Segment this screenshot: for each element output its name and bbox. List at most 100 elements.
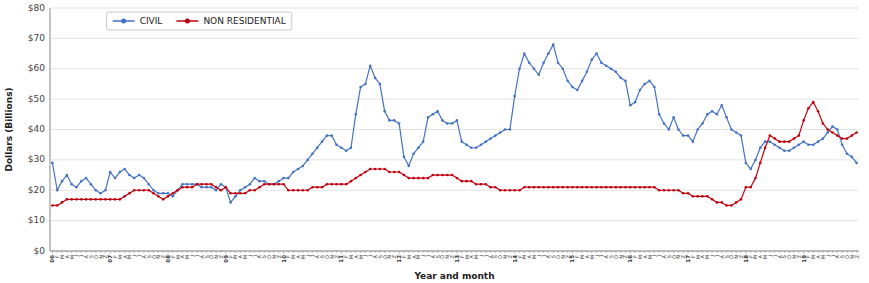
point [667, 189, 670, 192]
x-tick [264, 251, 265, 253]
x-tick [774, 251, 775, 253]
x-tick [375, 251, 376, 253]
x-tick [389, 251, 390, 253]
point [253, 189, 256, 192]
point [196, 183, 199, 186]
point [383, 110, 386, 113]
point [75, 186, 78, 189]
point [114, 177, 117, 180]
point [273, 183, 276, 186]
point [590, 58, 593, 61]
point [90, 183, 93, 186]
point [119, 171, 122, 174]
point [489, 137, 492, 140]
point [451, 122, 454, 125]
point [846, 153, 849, 156]
point [51, 204, 54, 207]
point [277, 180, 280, 183]
x-tick [81, 251, 82, 253]
x-tick [476, 251, 477, 253]
point [581, 80, 584, 83]
point [754, 159, 757, 162]
point [210, 183, 213, 186]
x-tick [167, 251, 168, 254]
point [176, 189, 179, 192]
point [576, 89, 579, 92]
point [696, 128, 699, 131]
x-tick [288, 251, 289, 253]
x-tick [625, 251, 626, 253]
plot-area [51, 43, 858, 207]
point [249, 189, 252, 192]
point [220, 189, 223, 192]
point [297, 168, 300, 171]
point [403, 174, 406, 177]
point [610, 186, 613, 189]
x-tick [471, 251, 472, 253]
x-tick [586, 251, 587, 253]
point [634, 186, 637, 189]
point [850, 156, 853, 159]
x-tick [553, 251, 554, 253]
point [234, 195, 237, 198]
point [253, 177, 256, 180]
grid-line [50, 38, 859, 39]
point [239, 189, 242, 192]
point [826, 128, 829, 131]
point [518, 67, 521, 70]
point [109, 198, 112, 201]
x-tick [148, 251, 149, 253]
point [302, 189, 305, 192]
point [114, 198, 117, 201]
x-tick [712, 251, 713, 253]
series [51, 43, 858, 204]
point [436, 110, 439, 113]
point [277, 183, 280, 186]
x-tick [269, 251, 270, 253]
y-tick-label: $10 [28, 215, 45, 225]
point [282, 183, 285, 186]
x-tick [509, 251, 510, 253]
x-tick [813, 251, 814, 253]
point [528, 186, 531, 189]
legend: CIVILNON RESIDENTIAL [107, 12, 292, 30]
point [566, 186, 569, 189]
x-tick [663, 251, 664, 253]
x-tick [741, 251, 742, 253]
x-tick [423, 251, 424, 253]
x-tick [360, 251, 361, 253]
point [306, 159, 309, 162]
point [793, 137, 796, 140]
x-tick [707, 251, 708, 253]
x-tick [480, 251, 481, 253]
point [263, 180, 266, 183]
x-axis: 06FMAMJJASONZ07FMAMJJASONZ08FMAMJJASONZ0… [49, 251, 859, 263]
point [133, 177, 136, 180]
grid-line [50, 99, 859, 100]
point [552, 186, 555, 189]
point [335, 143, 338, 146]
x-tick [326, 251, 327, 253]
point [499, 131, 502, 134]
point [345, 149, 348, 152]
point [754, 177, 757, 180]
point [427, 177, 430, 180]
point [229, 192, 232, 195]
point [224, 186, 227, 189]
point [354, 177, 357, 180]
x-tick [726, 251, 727, 253]
point [316, 186, 319, 189]
point [571, 186, 574, 189]
point [287, 189, 290, 192]
x-tick [635, 251, 636, 253]
point [465, 180, 468, 183]
x-tick [818, 251, 819, 253]
point [701, 122, 704, 125]
grid-line [50, 159, 859, 160]
x-tick [399, 251, 400, 254]
point [720, 104, 723, 107]
x-tick [119, 251, 120, 253]
point [61, 201, 64, 204]
x-tick [466, 251, 467, 253]
x-tick [808, 251, 809, 253]
